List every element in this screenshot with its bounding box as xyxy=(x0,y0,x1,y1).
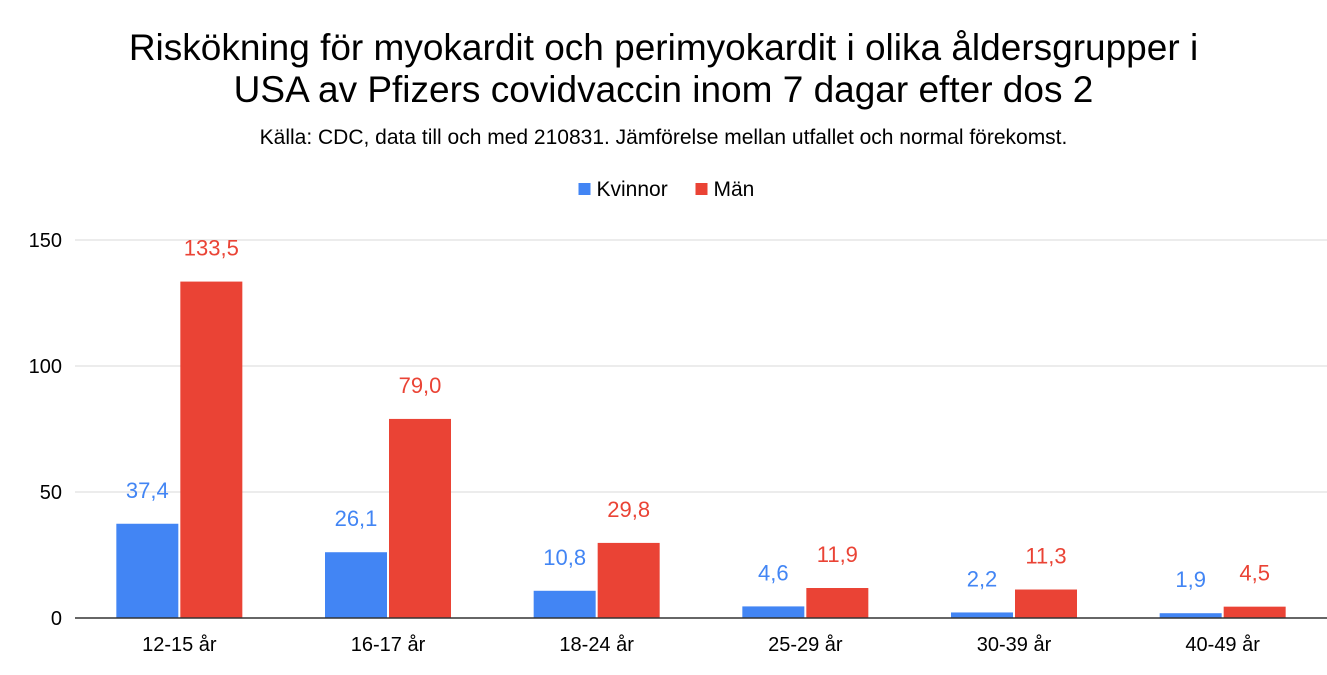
data-label: 79,0 xyxy=(399,373,442,398)
x-tick-label: 16-17 år xyxy=(351,634,426,656)
x-tick-label: 40-49 år xyxy=(1185,634,1260,656)
x-tick-label: 12-15 år xyxy=(142,634,217,656)
x-tick-label: 18-24 år xyxy=(559,634,634,656)
data-label: 37,4 xyxy=(126,478,169,503)
data-label: 11,3 xyxy=(1025,544,1066,569)
data-label: 10,8 xyxy=(543,545,586,570)
data-label: 29,8 xyxy=(607,497,650,522)
y-tick-label: 50 xyxy=(40,482,62,504)
bar-man xyxy=(180,281,243,618)
bar-man xyxy=(389,418,451,618)
y-tick-label: 150 xyxy=(29,230,62,252)
bar-man xyxy=(806,588,869,618)
legend-swatch xyxy=(578,183,591,195)
data-label: 26,1 xyxy=(335,506,378,531)
bar-kvinnor xyxy=(533,590,596,618)
legend-swatch xyxy=(695,183,708,195)
data-label: 133,5 xyxy=(184,236,239,261)
data-label: 4,5 xyxy=(1239,561,1270,586)
data-label: 1,9 xyxy=(1175,567,1206,592)
data-label: 2,2 xyxy=(967,566,998,591)
bar-kvinnor xyxy=(325,552,387,618)
bar-kvinnor xyxy=(116,523,179,618)
chart-title-line-2: USA av Pfizers covidvaccin inom 7 dagar … xyxy=(233,69,1094,110)
x-tick-label: 25-29 år xyxy=(768,634,843,656)
bar-man xyxy=(1015,589,1077,618)
bar-kvinnor xyxy=(951,612,1013,618)
bar-man xyxy=(1223,606,1286,618)
data-label: 4,6 xyxy=(758,560,789,585)
legend-label: Män xyxy=(714,178,755,201)
y-tick-label: 100 xyxy=(29,356,62,378)
bar-kvinnor xyxy=(742,606,805,618)
legend-label: Kvinnor xyxy=(597,178,668,201)
chart-title-line-1: Riskökning för myokardit och perimyokard… xyxy=(128,27,1199,68)
data-label: 11,9 xyxy=(817,542,858,567)
bar-man xyxy=(597,542,660,618)
chart-subtitle: Källa: CDC, data till och med 210831. Jä… xyxy=(259,126,1068,149)
y-tick-label: 0 xyxy=(51,608,62,630)
bar-kvinnor xyxy=(1159,613,1222,618)
x-tick-label: 30-39 år xyxy=(977,634,1052,656)
